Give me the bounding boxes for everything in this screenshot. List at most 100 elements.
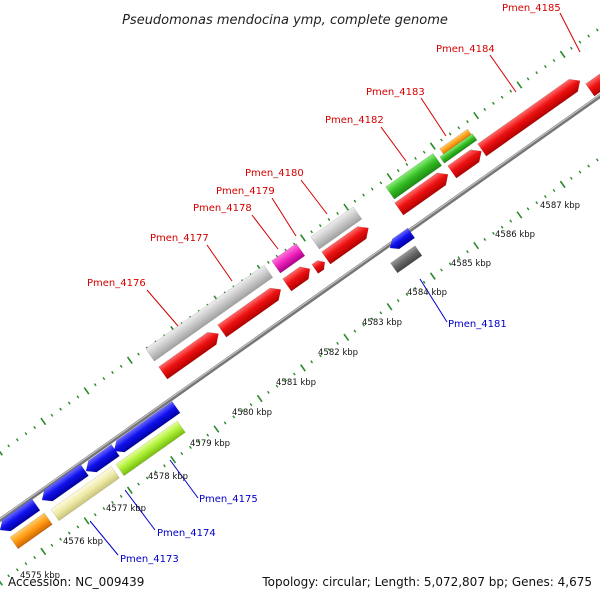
ruler-tick [422,280,426,284]
kbp-label: 4586 kbp [495,230,535,240]
ruler-tick [552,58,556,63]
gene-label-reverse: Pmen_4181 [448,319,507,330]
ruler-tick [7,574,11,578]
gene-pink[interactable] [271,243,306,274]
ruler-tick [414,156,417,160]
ruler-tick [213,425,220,433]
ruler-tick [50,413,54,417]
ruler-tick [292,372,296,376]
gene-blue-arrow[interactable] [0,498,41,536]
kbp-label: 4583 kbp [362,318,402,328]
kbp-label: 4577 kbp [106,504,146,514]
label-leader-line [251,214,279,250]
gene-cream[interactable] [50,466,120,522]
ruler-outer-ticks [0,28,599,456]
gene-blue-arrow[interactable] [387,227,416,253]
gene-label-forward: Pmen_4182 [325,115,384,126]
ruler-tick [33,425,37,430]
gene-label-forward: Pmen_4180 [245,168,304,179]
gene-label-forward: Pmen_4178 [193,203,252,214]
ruler-tick [500,225,504,229]
gene-red-arrow[interactable] [477,75,585,157]
gene-lime[interactable] [115,420,186,477]
ruler-tick [266,390,270,394]
ruler-tick [448,132,452,136]
ruler-tick [197,439,201,443]
ruler-tick [170,455,177,464]
ruler-tick [223,421,227,425]
ruler-tick [429,272,436,280]
gene-red-arrow[interactable] [394,168,453,216]
label-leader-line [89,520,119,556]
ruler-tick [422,150,426,154]
label-leader-line [169,459,199,499]
ruler-tick [119,364,123,368]
kbp-label: 4585 kbp [451,259,491,269]
gene-gray[interactable] [310,206,363,250]
map-title: Pseudomonas mendocina ymp, complete geno… [122,13,448,28]
ruler-tick [353,199,357,203]
kbp-label: 4582 kbp [318,348,358,358]
ruler-tick [83,517,90,525]
ruler-tick [40,547,47,556]
ruler-tick [318,354,322,358]
gene-orange[interactable] [9,512,53,550]
gene-red-arrow[interactable] [282,263,315,292]
ruler-tick [206,433,210,437]
ruler-tick [0,450,3,456]
ruler-tick [249,403,253,407]
gene-gray[interactable] [145,264,274,362]
ruler-tick [102,507,106,511]
ruler-tick [93,513,97,517]
ruler-tick [595,28,599,32]
gene-red-arrow[interactable] [158,328,223,380]
ruler-tick [492,101,495,105]
gene-red-arrow[interactable] [311,258,328,274]
ruler-tick [362,323,365,327]
gene-green[interactable] [439,133,478,164]
ruler-tick [163,464,166,468]
ruler-tick [483,237,487,241]
ruler-tick [526,77,530,81]
gene-red-arrow[interactable] [321,222,373,265]
gene-red[interactable] [585,66,600,97]
ruler-tick [587,164,591,168]
ruler-tick [24,432,28,436]
label-leader-line [489,54,517,93]
gene-blue-arrow[interactable] [110,401,181,456]
ruler-tick [457,126,461,130]
ruler-tick [386,302,393,311]
ruler-tick [7,444,11,448]
gene-label-reverse: Pmen_4175 [199,494,258,505]
ruler-tick [370,187,374,191]
ruler-tick [59,407,62,411]
gene-label-forward: Pmen_4185 [502,3,561,14]
gene-red-arrow[interactable] [447,145,486,179]
ruler-tick [440,268,443,272]
ruler-tick [405,292,409,297]
gene-blue-arrow[interactable] [38,463,89,505]
ruler-tick [83,387,90,395]
ruler-tick [492,231,495,235]
ruler-tick [543,65,547,69]
ruler-tick [552,188,556,193]
ruler-tick [595,158,599,162]
ruler-tick [137,352,140,356]
gene-green[interactable] [385,152,443,200]
ruler-tick [396,299,400,303]
kbp-label: 4584 kbp [407,288,447,298]
ruler-tick [379,311,383,315]
ruler-tick [275,384,279,388]
ruler-tick [327,217,331,222]
ruler-tick [353,329,357,333]
kbp-label: 4578 kbp [148,472,188,482]
ruler-tick [569,176,573,180]
kbp-label: 4579 kbp [190,439,230,449]
ruler-tick [310,230,314,234]
gene-dark[interactable] [390,245,423,274]
ruler-tick [587,34,591,38]
label-leader-line [124,489,156,531]
ruler-tick [189,445,192,449]
gene-red-arrow[interactable] [217,283,285,338]
ruler-tick [343,203,350,212]
